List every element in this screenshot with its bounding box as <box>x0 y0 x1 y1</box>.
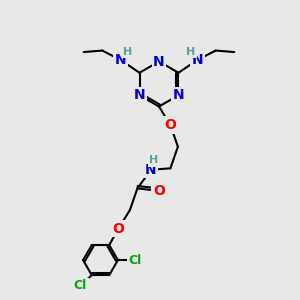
Text: H: H <box>149 155 158 165</box>
Text: O: O <box>153 184 165 198</box>
Text: N: N <box>191 53 203 67</box>
Text: H: H <box>123 47 132 57</box>
Text: Cl: Cl <box>128 254 142 267</box>
Text: O: O <box>112 222 124 236</box>
Text: H: H <box>186 47 195 57</box>
Text: N: N <box>115 53 127 67</box>
Text: N: N <box>173 88 184 102</box>
Text: N: N <box>134 88 145 102</box>
Text: O: O <box>164 118 176 132</box>
Text: N: N <box>153 55 165 68</box>
Text: Cl: Cl <box>74 279 87 292</box>
Text: N: N <box>145 163 157 177</box>
